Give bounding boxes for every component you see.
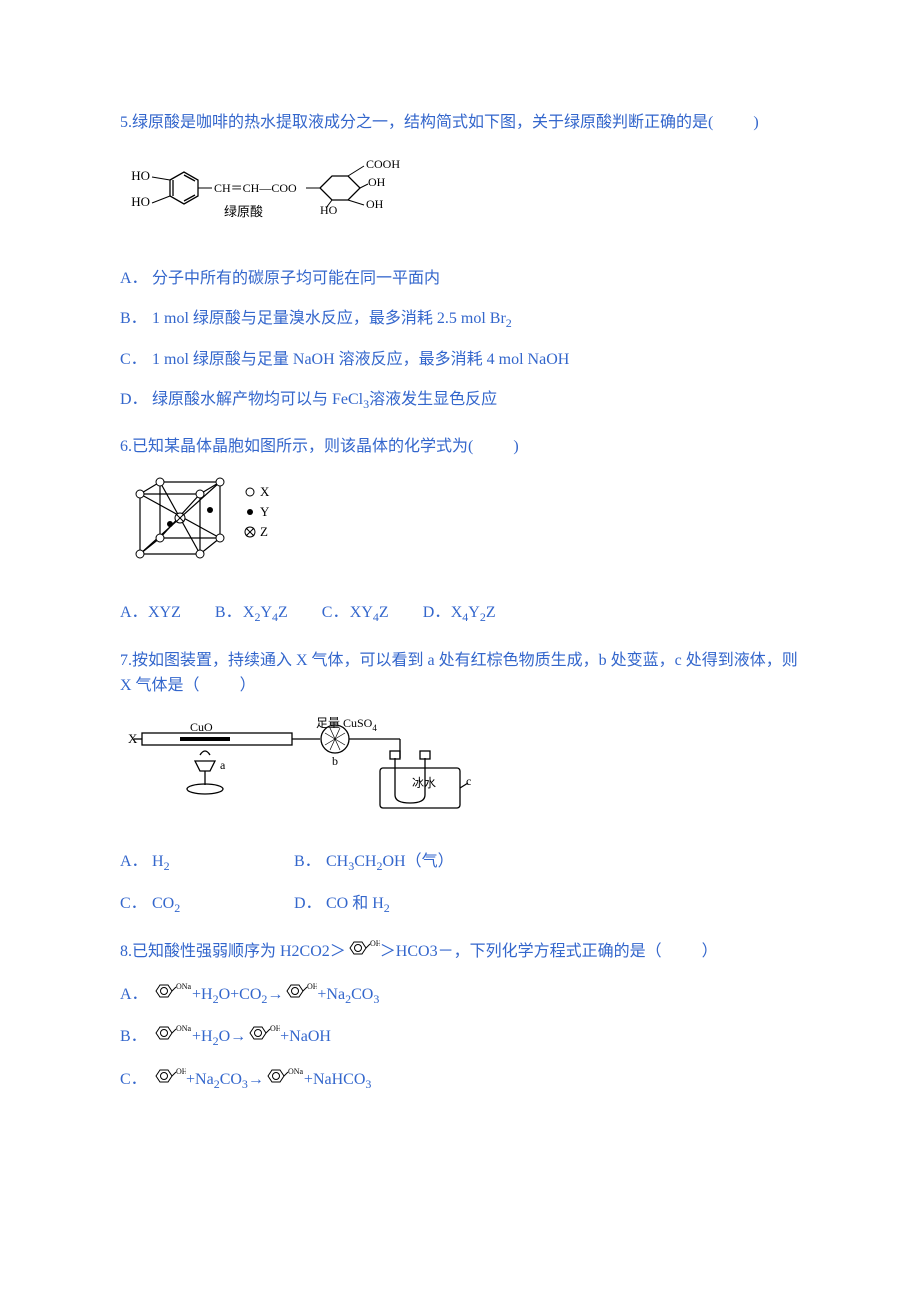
exam-page: 5.绿原酸是咖啡的热水提取液成分之一，结构简式如下图，关于绿原酸判断正确的是()… [0, 0, 920, 1195]
q7-opt-b: B． CH3CH2OH（气） [294, 849, 454, 876]
svg-text:a: a [220, 758, 226, 772]
question-5: 5.绿原酸是咖啡的热水提取液成分之一，结构简式如下图，关于绿原酸判断正确的是()… [120, 110, 800, 414]
q5-stem-a: 绿原酸是咖啡的热水提取液成分之一，结构简式如下图，关于绿原酸判断正确的是( [132, 114, 713, 131]
q6-number: 6. [120, 438, 132, 455]
question-8: 8.已知酸性强弱顺序为 H2CO2＞OH＞HCO3－，下列化学方程式正确的是（）… [120, 938, 800, 1094]
q8-number: 8. [120, 943, 132, 960]
svg-text:ONa: ONa [176, 1024, 192, 1033]
phenol-icon: OH [283, 981, 317, 1010]
q7-opts-row1: A． H2 B． CH3CH2OH（气） [120, 849, 800, 876]
svg-text:冰水: 冰水 [412, 776, 436, 790]
q7-stem-b: ） [240, 677, 256, 694]
svg-text:CuO: CuO [190, 720, 213, 734]
q5-stem: 5.绿原酸是咖啡的热水提取液成分之一，结构简式如下图，关于绿原酸判断正确的是() [120, 110, 800, 136]
svg-text:HO: HO [131, 194, 150, 209]
q7-stem-a: 按如图装置，持续通入 X 气体，可以看到 a 处有红棕色物质生成，b 处变蓝，c… [120, 652, 798, 695]
svg-text:ONa: ONa [288, 1067, 304, 1076]
q8-opt-c: C． OH+Na2CO3→ONa+NaHCO3 [120, 1066, 800, 1095]
q7-opts-row2: C． CO2 D． CO 和 H2 [120, 891, 800, 918]
q6-opt-c: C．XY4Z [322, 600, 389, 627]
q8-stem-a: 已知酸性强弱顺序为 H2CO2＞ [132, 943, 346, 960]
q6-stem: 6.已知某晶体晶胞如图所示，则该晶体的化学式为() [120, 434, 800, 460]
q5-figure: HO HO CH＝CH—COO COOH OH OH HO 绿原酸 [120, 150, 800, 249]
svg-text:OH: OH [366, 197, 384, 211]
svg-text:X: X [260, 484, 270, 499]
q6-opt-a: A．XYZ [120, 600, 181, 626]
svg-text:HO: HO [320, 203, 338, 217]
q8-stem-b: ＞HCO3－，下列化学方程式正确的是（ [380, 943, 662, 960]
q7-opt-c: C． CO2 [120, 891, 260, 918]
svg-text:OH: OH [307, 982, 317, 991]
q8-stem-c: ） [702, 943, 718, 960]
svg-text:c: c [466, 774, 471, 788]
svg-text:OH: OH [270, 1024, 280, 1033]
svg-text:CH＝CH—COO: CH＝CH—COO [214, 181, 297, 195]
q5-a-text: 分子中所有的碳原子均可能在同一平面内 [152, 270, 440, 287]
q7-opt-d: D． CO 和 H2 [294, 891, 390, 918]
q5-c-text: 1 mol 绿原酸与足量 NaOH 溶液反应，最多消耗 4 mol NaOH [152, 351, 569, 368]
q8-opt-b: B． ONa+H2O→OH+NaOH [120, 1023, 800, 1052]
phenol-icon: OH [152, 1066, 186, 1095]
phenoxide-icon: ONa [264, 1066, 304, 1095]
q6-figure: X Y Z [120, 474, 800, 583]
q8-opt-a: A． ONa+H2O+CO2→OH+Na2CO3 [120, 981, 800, 1010]
q5-d-text: 绿原酸水解产物均可以与 FeCl [152, 391, 363, 408]
q5-opt-c: C． 1 mol 绿原酸与足量 NaOH 溶液反应，最多消耗 4 mol NaO… [120, 347, 800, 373]
q5-opt-b: B． 1 mol 绿原酸与足量溴水反应，最多消耗 2.5 mol Br2 [120, 306, 800, 333]
phenoxide-icon: ONa [152, 1023, 192, 1052]
svg-text:ONa: ONa [176, 982, 192, 991]
svg-text:COOH: COOH [366, 157, 400, 171]
q5-b-text: 1 mol 绿原酸与足量溴水反应，最多消耗 2.5 mol Br [152, 310, 506, 327]
q5-opt-a: A． 分子中所有的碳原子均可能在同一平面内 [120, 266, 800, 292]
q5-stem-b: ) [753, 114, 758, 131]
svg-text:HO: HO [131, 168, 150, 183]
svg-text:OH: OH [176, 1067, 186, 1076]
svg-text:OH: OH [368, 175, 386, 189]
phenol-icon: OH [346, 938, 380, 967]
q7-number: 7. [120, 652, 132, 669]
q6-opt-b: B．X2Y4Z [215, 600, 288, 627]
q6-stem-b: ) [513, 438, 518, 455]
svg-text:b: b [332, 754, 338, 768]
q6-stem-a: 已知某晶体晶胞如图所示，则该晶体的化学式为( [132, 438, 473, 455]
svg-text:绿原酸: 绿原酸 [224, 204, 263, 219]
q7-opt-a: A． H2 [120, 849, 260, 876]
svg-text:Y: Y [260, 504, 270, 519]
q5-opt-d: D． 绿原酸水解产物均可以与 FeCl3溶液发生显色反应 [120, 387, 800, 414]
phenol-icon: OH [246, 1023, 280, 1052]
phenoxide-icon: ONa [152, 981, 192, 1010]
q6-opts: A．XYZ B．X2Y4Z C．XY4Z D．X4Y2Z [120, 600, 800, 627]
svg-text:OH: OH [370, 939, 380, 948]
question-7: 7.按如图装置，持续通入 X 气体，可以看到 a 处有红棕色物质生成，b 处变蓝… [120, 648, 800, 919]
q8-stem: 8.已知酸性强弱顺序为 H2CO2＞ OH＞HCO3－，下列化学方程式正确的是（ ） [120, 938, 800, 967]
q5-number: 5. [120, 114, 132, 131]
question-6: 6.已知某晶体晶胞如图所示，则该晶体的化学式为() [120, 434, 800, 628]
svg-text:Z: Z [260, 524, 268, 539]
q6-opt-d: D．X4Y2Z [423, 600, 496, 627]
q7-figure: X CuO a [120, 713, 800, 832]
q7-stem: 7.按如图装置，持续通入 X 气体，可以看到 a 处有红棕色物质生成，b 处变蓝… [120, 648, 800, 699]
